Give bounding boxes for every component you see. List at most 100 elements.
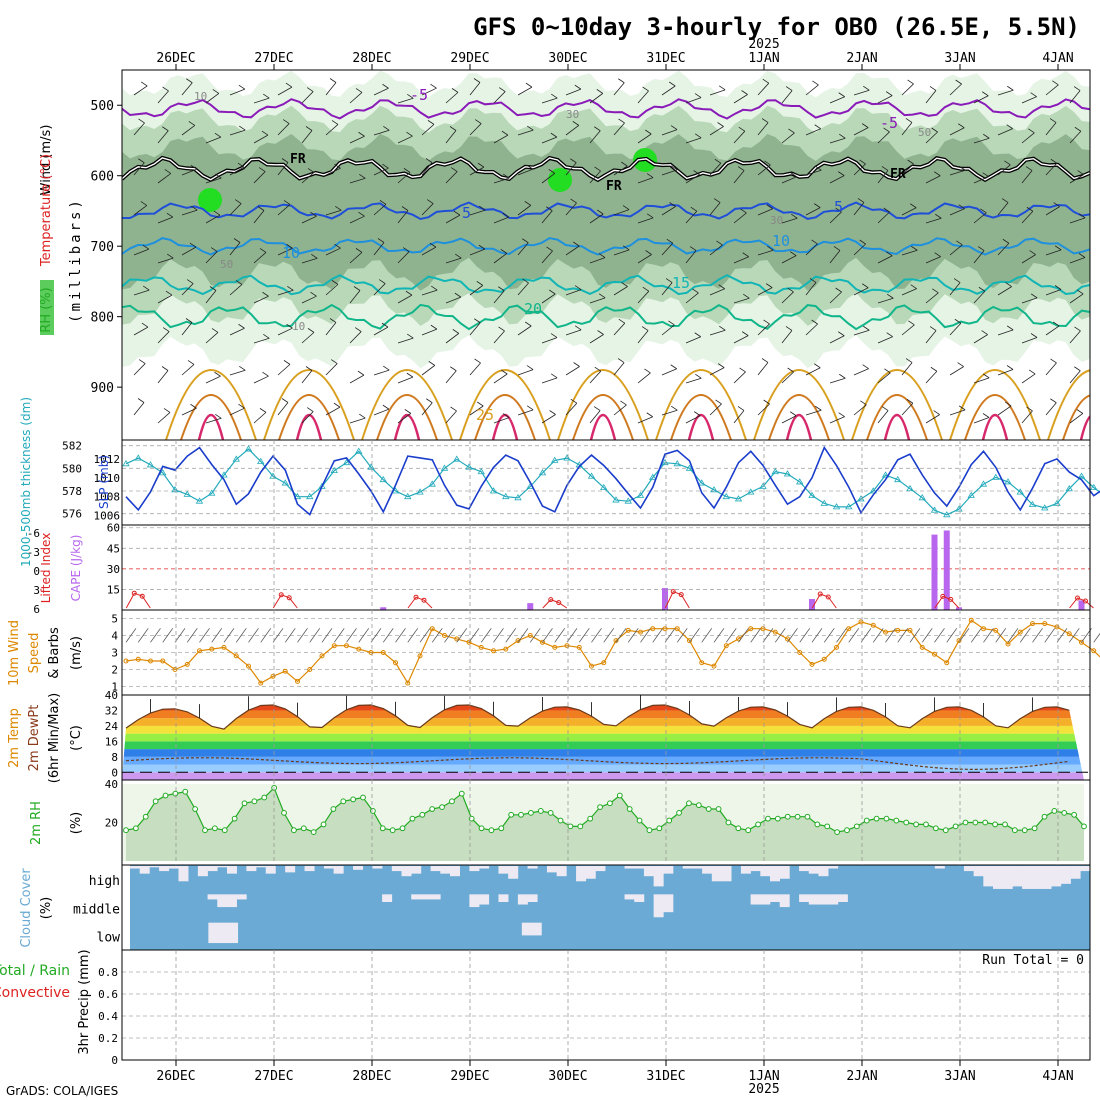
wind-speed-marker bbox=[503, 646, 509, 652]
wind-barb bbox=[223, 628, 235, 643]
wind-barb-flag bbox=[215, 413, 222, 419]
wind-barb-flag bbox=[717, 363, 725, 368]
wind-barb bbox=[949, 169, 966, 176]
wind-speed-marker bbox=[270, 673, 276, 679]
wind-barb bbox=[853, 163, 866, 176]
wind-barb-flag bbox=[713, 198, 721, 203]
wind-barb-flag bbox=[138, 158, 145, 164]
wind-barb-flag bbox=[354, 327, 362, 332]
wind-barb-flag bbox=[958, 123, 965, 129]
wind-barb bbox=[541, 337, 558, 344]
wind-barb-flag bbox=[594, 166, 601, 172]
wind-barb bbox=[757, 287, 773, 296]
wind-barb bbox=[613, 82, 625, 96]
thickness-tick-label: 576 bbox=[62, 508, 82, 521]
wind-barb-flag bbox=[1030, 293, 1038, 299]
wind-barb bbox=[925, 370, 938, 384]
thickness-marker bbox=[698, 479, 706, 486]
wind-barb-flag bbox=[618, 318, 626, 324]
wind-barb bbox=[253, 171, 266, 184]
wind-barb-flag bbox=[263, 93, 270, 99]
wind-barb-flag bbox=[450, 167, 458, 172]
wind-barb-flag bbox=[839, 373, 846, 379]
wind-barb bbox=[860, 628, 872, 643]
wind-barb-flag bbox=[1073, 86, 1081, 91]
cloud-gap bbox=[1041, 866, 1052, 889]
wind-barb bbox=[253, 134, 269, 144]
wind-barb bbox=[685, 377, 702, 384]
wind-barb bbox=[805, 84, 819, 96]
temp-contour-30 bbox=[474, 394, 536, 440]
thickness-marker bbox=[820, 499, 828, 506]
wind-barb-flag bbox=[1050, 358, 1057, 364]
wind-barb-flag bbox=[956, 240, 963, 246]
wind-barb bbox=[445, 92, 459, 104]
wind-barb bbox=[997, 329, 1014, 336]
wind-barb bbox=[805, 128, 821, 136]
wind-barb bbox=[325, 322, 337, 336]
wind-barb-flag bbox=[329, 78, 337, 83]
wind-barb bbox=[133, 402, 145, 416]
wind-barb-flag bbox=[644, 368, 651, 374]
wind-barb bbox=[133, 289, 150, 296]
rh-marker bbox=[379, 825, 386, 832]
cloud-gap bbox=[139, 866, 150, 874]
rh-marker bbox=[192, 806, 199, 812]
wind-speed-marker bbox=[123, 658, 129, 664]
wind-barb-flag bbox=[1006, 124, 1013, 130]
thickness-marker bbox=[453, 455, 461, 462]
cloud-gap bbox=[721, 866, 732, 882]
wind-barb bbox=[1045, 289, 1062, 296]
cloud-gap bbox=[1012, 866, 1023, 887]
wind-barb-flag bbox=[815, 405, 822, 411]
cloud-gap bbox=[353, 866, 364, 870]
lifted-index-line bbox=[811, 593, 837, 609]
wind-barb-flag bbox=[934, 171, 941, 177]
wind-barb-flag bbox=[190, 164, 198, 170]
cape-bar bbox=[943, 530, 950, 610]
wind-barb-flag bbox=[212, 89, 220, 94]
wind-barb-flag bbox=[333, 402, 341, 408]
cloud-gap bbox=[372, 866, 383, 869]
wind-barb bbox=[565, 329, 582, 336]
thickness-marker bbox=[881, 471, 890, 478]
wind-barb bbox=[925, 292, 939, 304]
wind-barb-flag bbox=[761, 358, 769, 363]
wind-barb bbox=[301, 91, 314, 104]
wind-barb-flag bbox=[885, 91, 893, 96]
rh-marker bbox=[1002, 821, 1008, 828]
wind-barb-flag bbox=[450, 366, 457, 372]
lifted-index-marker bbox=[139, 593, 145, 599]
rh-marker bbox=[320, 821, 327, 828]
wind-barb-flag bbox=[238, 403, 245, 409]
wind-barb-flag bbox=[477, 401, 484, 407]
rh-marker bbox=[755, 821, 761, 828]
wind-barb-flag bbox=[525, 321, 532, 327]
wind-barb-flag bbox=[1004, 401, 1012, 407]
wind-barb-flag bbox=[162, 327, 170, 332]
wind-barb-flag bbox=[502, 212, 510, 218]
temp-contour-label: -5 bbox=[880, 114, 898, 132]
wind-barb-flag bbox=[617, 358, 625, 363]
temp-band bbox=[122, 772, 1084, 780]
thickness-marker bbox=[563, 454, 571, 461]
cloud-gap bbox=[818, 894, 829, 905]
wind-barb bbox=[757, 208, 773, 216]
wind-barb-flag bbox=[693, 170, 700, 175]
wind-barb bbox=[325, 209, 342, 216]
wind-barb-flag bbox=[861, 123, 869, 128]
cloud-gap bbox=[643, 866, 654, 877]
wind-barb bbox=[685, 210, 698, 224]
wind-barb-flag bbox=[597, 330, 604, 335]
wind-barb-flag bbox=[716, 240, 723, 246]
wind-barb bbox=[877, 410, 889, 424]
wind-barb bbox=[733, 410, 745, 424]
wind-speed-marker bbox=[429, 626, 435, 632]
wind-barb-flag bbox=[978, 286, 986, 292]
wind-barb-flag bbox=[235, 280, 243, 285]
cloud-gap bbox=[333, 866, 344, 874]
wind-barb-flag bbox=[551, 93, 558, 99]
wind-barb bbox=[229, 407, 245, 416]
wind-barb bbox=[541, 97, 558, 104]
wind-speed-marker bbox=[699, 660, 705, 666]
